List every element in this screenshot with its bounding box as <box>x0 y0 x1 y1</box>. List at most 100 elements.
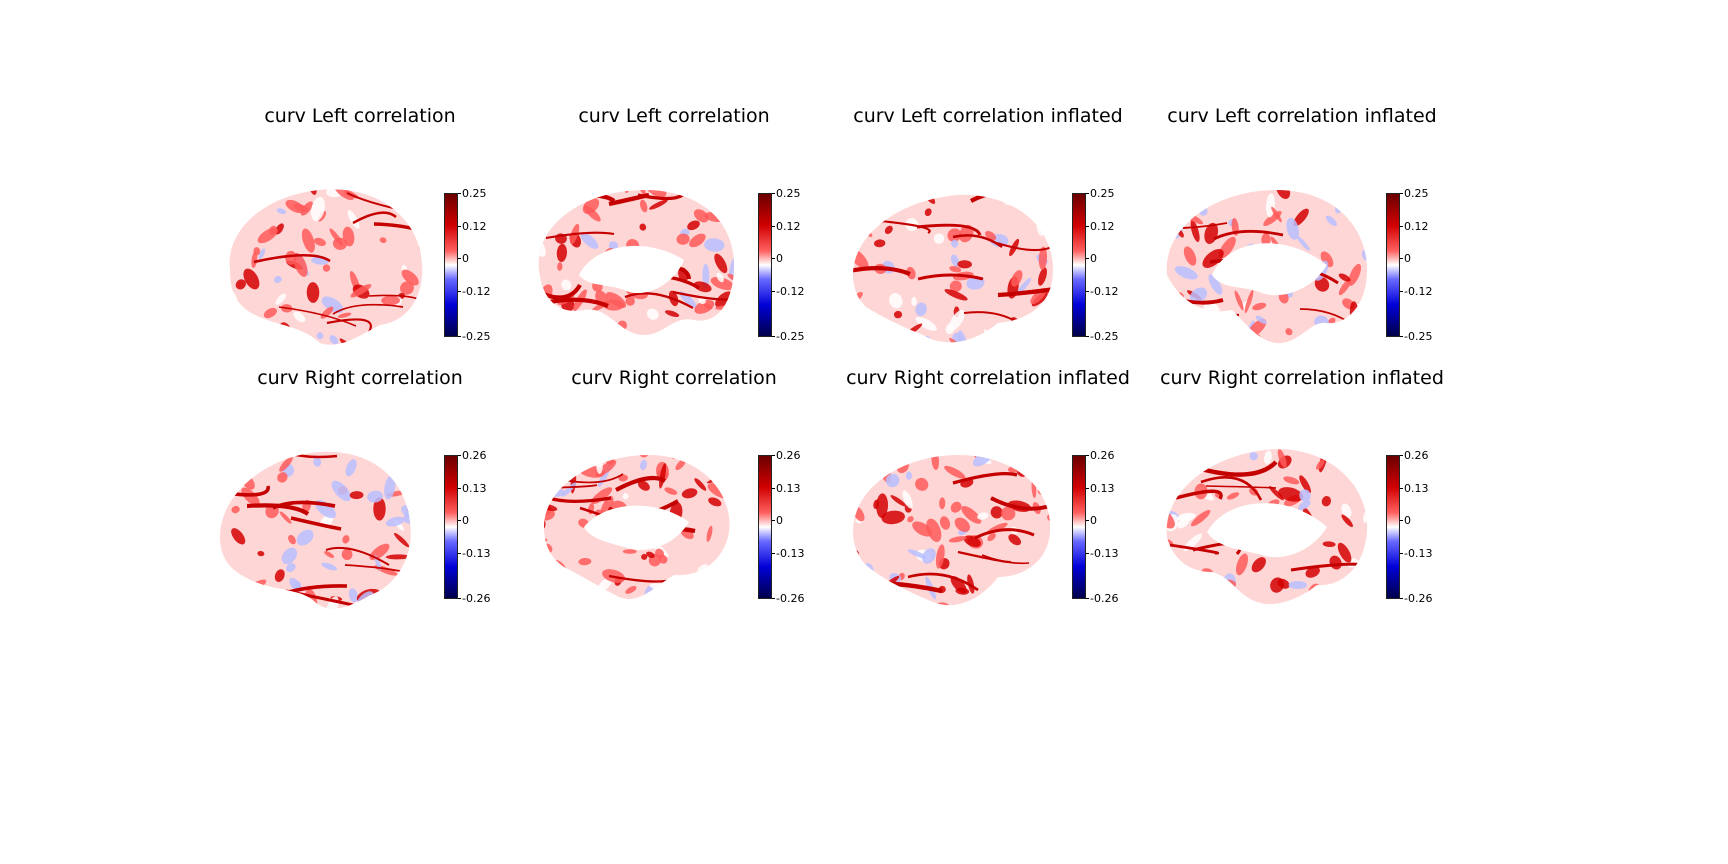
colorbar-tick-label: 0.25 <box>1090 187 1115 200</box>
colorbar-tick-label: 0.26 <box>776 449 801 462</box>
colorbar-tick-mark <box>1086 520 1089 521</box>
colorbar-tick-label: -0.13 <box>462 547 491 560</box>
colorbar-tick-label: 0.12 <box>776 220 801 233</box>
colorbar-tick-mark <box>1400 520 1403 521</box>
colorbar-tick-label: -0.25 <box>776 330 805 343</box>
colorbar-tick-label: 0.26 <box>1090 449 1115 462</box>
colorbar-tick-mark <box>1400 193 1403 194</box>
colorbar-tick-label: 0.12 <box>462 220 487 233</box>
brain-surface-image <box>1166 190 1367 344</box>
panel-title: curv Right correlation <box>571 367 777 389</box>
figure-panel: curv Left correlation inflated 0.25 0.12 0 -… <box>838 105 1158 365</box>
colorbar <box>1386 455 1400 599</box>
brain-surface-image <box>544 455 730 599</box>
figure-panel: curv Left correlation inflated 0.25 0.12 0 -… <box>1152 105 1472 365</box>
colorbar-tick-mark <box>1400 336 1403 337</box>
colorbar-tick-label: -0.26 <box>462 592 491 605</box>
figure-panel: curv Right correlation inflated 0.26 0.13 0… <box>838 367 1158 627</box>
colorbar-tick-mark <box>1400 226 1403 227</box>
colorbar <box>1072 455 1086 599</box>
colorbar-tick-label: -0.12 <box>776 285 805 298</box>
brain-surface-image <box>229 189 423 345</box>
colorbar-tick-label: 0.13 <box>462 482 487 495</box>
colorbar-tick-mark <box>1086 291 1089 292</box>
colorbar-tick-mark <box>458 455 461 456</box>
colorbar-tick-mark <box>1086 193 1089 194</box>
colorbar-tick-mark <box>772 258 775 259</box>
colorbar-tick-label: 0.26 <box>462 449 487 462</box>
figure-panel: curv Left correlation 0.25 0.12 0 -0.12 -0.25 <box>210 105 530 365</box>
colorbar-tick-label: -0.12 <box>1404 285 1433 298</box>
colorbar-tick-label: -0.25 <box>1404 330 1433 343</box>
colorbar-tick-label: 0 <box>1090 252 1097 265</box>
colorbar-tick-label: 0.13 <box>1404 482 1429 495</box>
colorbar-tick-label: 0 <box>776 252 783 265</box>
colorbar-tick-mark <box>1086 226 1089 227</box>
figure-panel: curv Right correlation inflated 0.26 0.13 0… <box>1152 367 1472 627</box>
colorbar-tick-mark <box>772 488 775 489</box>
colorbar-tick-mark <box>458 488 461 489</box>
colorbar-tick-mark <box>772 291 775 292</box>
colorbar-tick-label: 0 <box>1404 514 1411 527</box>
colorbar-tick-mark <box>772 193 775 194</box>
colorbar-tick-mark <box>458 193 461 194</box>
colorbar <box>1386 193 1400 337</box>
brain-surface-image <box>220 451 411 609</box>
colorbar-tick-label: -0.13 <box>1404 547 1433 560</box>
colorbar-tick-mark <box>458 226 461 227</box>
colorbar-tick-label: 0 <box>1404 252 1411 265</box>
colorbar <box>758 193 772 337</box>
colorbar-tick-label: -0.26 <box>776 592 805 605</box>
panel-title: curv Left correlation <box>578 105 770 127</box>
colorbar <box>758 455 772 599</box>
figure-panel: curv Left correlation 0.25 0.12 0 -0.12 -0.25 <box>524 105 844 365</box>
colorbar-tick-mark <box>1086 598 1089 599</box>
colorbar-tick-mark <box>1086 488 1089 489</box>
colorbar-tick-label: -0.13 <box>776 547 805 560</box>
colorbar-tick-label: 0.25 <box>776 187 801 200</box>
colorbar-tick-label: 0 <box>776 514 783 527</box>
colorbar-tick-label: 0.12 <box>1090 220 1115 233</box>
colorbar-tick-label: 0.12 <box>1404 220 1429 233</box>
colorbar-tick-mark <box>458 291 461 292</box>
colorbar-tick-mark <box>1400 488 1403 489</box>
colorbar-tick-mark <box>1400 598 1403 599</box>
colorbar-tick-mark <box>458 258 461 259</box>
colorbar-tick-label: 0 <box>462 514 469 527</box>
brain-surface-image <box>853 194 1053 343</box>
colorbar-tick-label: -0.12 <box>1090 285 1119 298</box>
brain-surface-image <box>853 455 1051 606</box>
colorbar-tick-label: -0.25 <box>462 330 491 343</box>
colorbar-tick-mark <box>772 598 775 599</box>
colorbar-tick-label: -0.26 <box>1090 592 1119 605</box>
colorbar-tick-label: -0.25 <box>1090 330 1119 343</box>
colorbar-tick-label: -0.13 <box>1090 547 1119 560</box>
colorbar-tick-mark <box>458 336 461 337</box>
colorbar <box>444 455 458 599</box>
colorbar-tick-mark <box>1086 336 1089 337</box>
colorbar-tick-mark <box>458 598 461 599</box>
colorbar-tick-label: 0 <box>462 252 469 265</box>
colorbar-tick-mark <box>1400 455 1403 456</box>
colorbar-tick-mark <box>1400 258 1403 259</box>
panel-title: curv Left correlation <box>264 105 456 127</box>
colorbar-tick-label: 0.13 <box>1090 482 1115 495</box>
colorbar-tick-label: 0.25 <box>1404 187 1429 200</box>
colorbar-tick-mark <box>772 553 775 554</box>
colorbar-tick-mark <box>1400 291 1403 292</box>
panel-title: curv Left correlation inflated <box>1167 105 1437 127</box>
colorbar-tick-mark <box>458 553 461 554</box>
colorbar-tick-mark <box>772 226 775 227</box>
colorbar-tick-label: 0.13 <box>776 482 801 495</box>
panel-title: curv Right correlation inflated <box>846 367 1130 389</box>
colorbar-tick-mark <box>1086 455 1089 456</box>
colorbar-tick-label: 0.25 <box>462 187 487 200</box>
figure-panel: curv Right correlation 0.26 0.13 0 -0.13 -0.2… <box>524 367 844 627</box>
panel-title: curv Right correlation inflated <box>1160 367 1444 389</box>
colorbar-tick-mark <box>458 520 461 521</box>
brain-surface-image <box>538 190 735 335</box>
colorbar-tick-label: -0.12 <box>462 285 491 298</box>
colorbar-tick-mark <box>772 520 775 521</box>
colorbar-tick-mark <box>772 455 775 456</box>
panel-title: curv Right correlation <box>257 367 463 389</box>
